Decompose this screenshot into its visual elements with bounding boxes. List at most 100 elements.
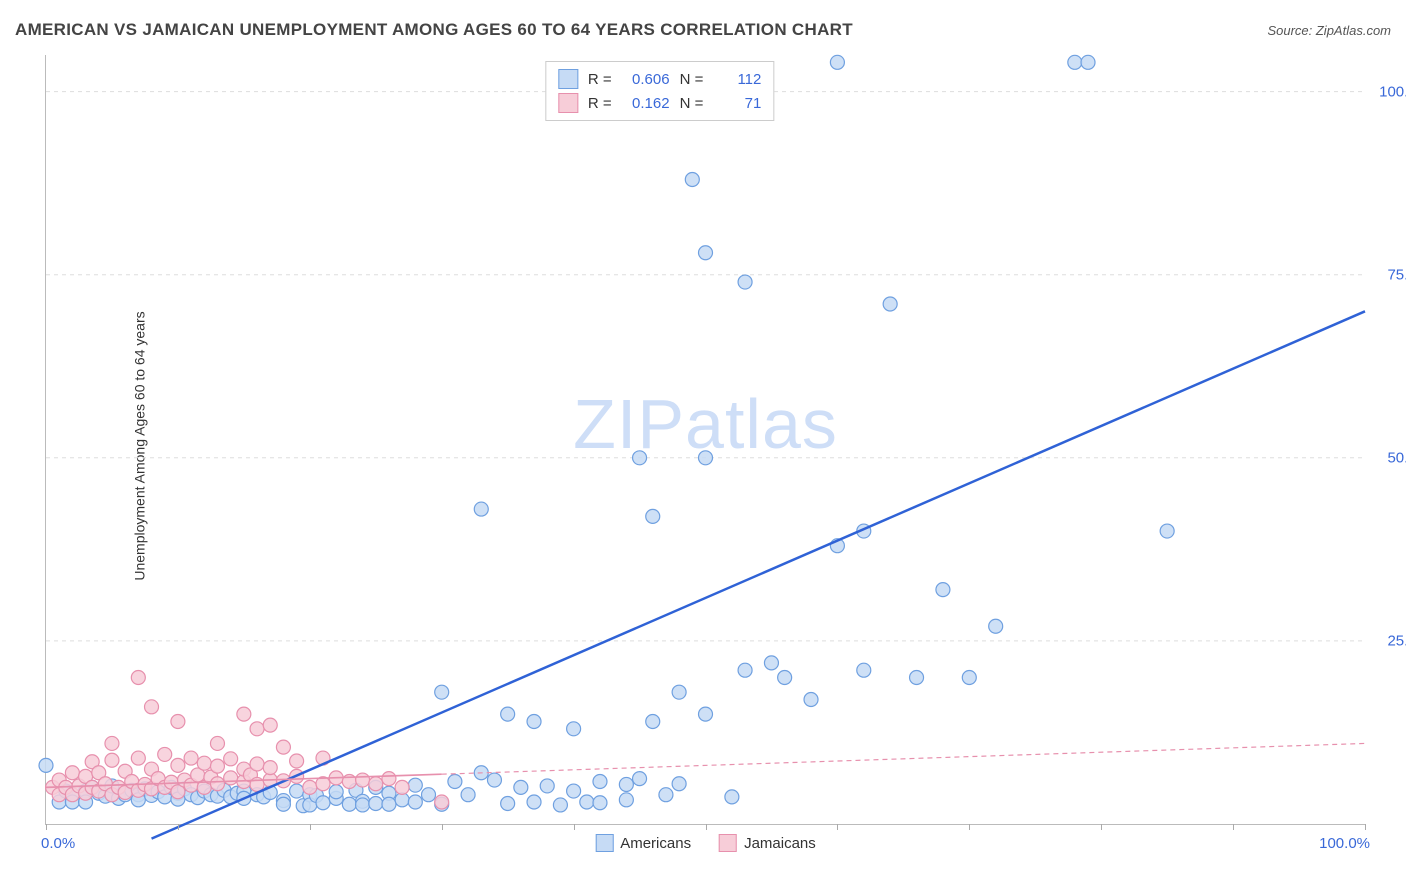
- x-tick: [1365, 824, 1366, 830]
- data-point: [184, 751, 198, 765]
- data-point: [237, 707, 251, 721]
- chart-title: AMERICAN VS JAMAICAN UNEMPLOYMENT AMONG …: [15, 20, 853, 40]
- data-point: [395, 780, 409, 794]
- correlation-legend: R = 0.606 N = 112 R = 0.162 N = 71: [545, 61, 775, 121]
- x-axis-min-label: 0.0%: [41, 835, 75, 852]
- data-point: [171, 714, 185, 728]
- data-point: [501, 796, 515, 810]
- data-point: [131, 751, 145, 765]
- x-tick: [1233, 824, 1234, 830]
- data-point: [474, 502, 488, 516]
- data-point: [553, 798, 567, 812]
- n-label: N =: [680, 95, 704, 112]
- data-point: [699, 707, 713, 721]
- data-point: [356, 798, 370, 812]
- data-point: [290, 784, 304, 798]
- data-point: [646, 509, 660, 523]
- r-label: R =: [588, 71, 612, 88]
- data-point: [910, 671, 924, 685]
- data-point: [210, 759, 224, 773]
- data-point: [408, 778, 422, 792]
- data-point: [487, 773, 501, 787]
- data-point: [171, 758, 185, 772]
- r-value-jamaicans: 0.162: [622, 95, 670, 112]
- data-point: [224, 771, 238, 785]
- data-point: [131, 671, 145, 685]
- data-point: [699, 246, 713, 260]
- y-tick-label: 50.0%: [1387, 449, 1406, 466]
- data-point: [514, 780, 528, 794]
- data-point: [250, 722, 264, 736]
- x-tick: [1101, 824, 1102, 830]
- data-point: [619, 777, 633, 791]
- legend-swatch-jamaicans: [719, 834, 737, 852]
- scatter-plot: ZIPatlas 0.0% 100.0% Americans Jamaicans…: [45, 55, 1365, 825]
- correlation-row-americans: R = 0.606 N = 112: [558, 67, 762, 91]
- plot-svg: [46, 55, 1365, 824]
- data-point: [342, 797, 356, 811]
- data-point: [329, 785, 343, 799]
- data-point: [145, 700, 159, 714]
- data-point: [936, 583, 950, 597]
- data-point: [1160, 524, 1174, 538]
- corr-swatch-americans: [558, 69, 578, 89]
- data-point: [210, 777, 224, 791]
- r-value-americans: 0.606: [622, 71, 670, 88]
- x-tick: [837, 824, 838, 830]
- data-point: [962, 671, 976, 685]
- data-point: [580, 795, 594, 809]
- data-point: [435, 685, 449, 699]
- data-point: [303, 780, 317, 794]
- data-point: [567, 784, 581, 798]
- data-point: [619, 793, 633, 807]
- data-point: [685, 173, 699, 187]
- trend-line-dashed: [442, 743, 1365, 774]
- data-point: [593, 796, 607, 810]
- data-point: [738, 275, 752, 289]
- source-attribution: Source: ZipAtlas.com: [1267, 23, 1391, 38]
- data-point: [804, 692, 818, 706]
- x-axis-max-label: 100.0%: [1319, 835, 1370, 852]
- data-point: [158, 747, 172, 761]
- data-point: [699, 451, 713, 465]
- data-point: [356, 773, 370, 787]
- x-tick: [46, 824, 47, 830]
- data-point: [39, 758, 53, 772]
- data-point: [633, 451, 647, 465]
- data-point: [448, 775, 462, 789]
- data-point: [857, 663, 871, 677]
- n-value-jamaicans: 71: [713, 95, 761, 112]
- data-point: [527, 795, 541, 809]
- x-tick: [310, 824, 311, 830]
- data-point: [527, 714, 541, 728]
- legend-label-jamaicans: Jamaicans: [744, 835, 816, 852]
- corr-swatch-jamaicans: [558, 93, 578, 113]
- data-point: [672, 777, 686, 791]
- data-point: [290, 754, 304, 768]
- data-point: [276, 797, 290, 811]
- data-point: [263, 718, 277, 732]
- data-point: [646, 714, 660, 728]
- data-point: [105, 736, 119, 750]
- data-point: [422, 788, 436, 802]
- data-point: [382, 772, 396, 786]
- data-point: [250, 757, 264, 771]
- data-point: [263, 761, 277, 775]
- data-point: [540, 779, 554, 793]
- x-tick: [969, 824, 970, 830]
- data-point: [1081, 55, 1095, 69]
- x-tick: [706, 824, 707, 830]
- data-point: [725, 790, 739, 804]
- data-point: [369, 777, 383, 791]
- data-point: [224, 752, 238, 766]
- data-point: [461, 788, 475, 802]
- bottom-legend: Americans Jamaicans: [595, 834, 816, 852]
- x-tick: [442, 824, 443, 830]
- y-tick-label: 75.0%: [1387, 266, 1406, 283]
- data-point: [197, 756, 211, 770]
- data-point: [593, 775, 607, 789]
- x-tick: [574, 824, 575, 830]
- data-point: [105, 753, 119, 767]
- trend-line: [152, 311, 1365, 838]
- data-point: [1068, 55, 1082, 69]
